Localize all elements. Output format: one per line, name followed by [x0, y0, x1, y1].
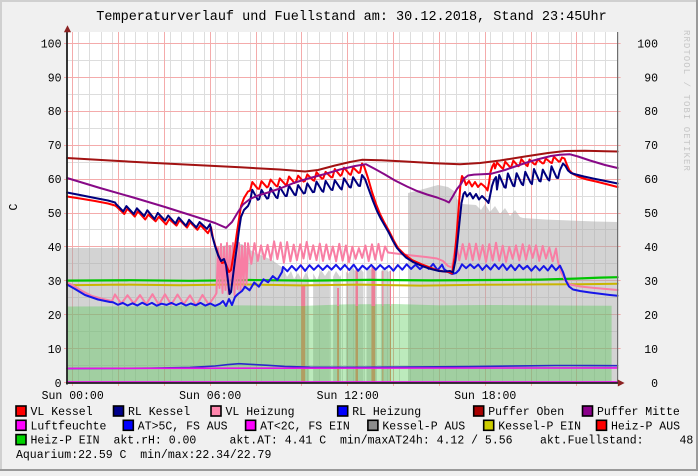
svg-text:VL Heizung: VL Heizung	[226, 406, 295, 419]
svg-text:30: 30	[48, 276, 62, 289]
svg-text:Luftfeuchte: Luftfeuchte	[31, 420, 107, 433]
svg-text:100: 100	[41, 38, 62, 51]
svg-text:90: 90	[644, 72, 658, 85]
svg-text:AT<2C, FS EIN: AT<2C, FS EIN	[260, 420, 350, 433]
svg-text:10: 10	[644, 344, 658, 357]
svg-text:Heiz-P EIN: Heiz-P EIN	[31, 435, 100, 448]
svg-text:80: 80	[644, 106, 658, 119]
svg-text:50: 50	[644, 208, 658, 221]
svg-text:70: 70	[644, 140, 658, 153]
svg-text:Kessel-P EIN: Kessel-P EIN	[498, 420, 581, 433]
svg-text:RL Heizung: RL Heizung	[352, 406, 421, 419]
svg-text:50: 50	[48, 208, 62, 221]
svg-text:Heiz-P AUS: Heiz-P AUS	[611, 420, 680, 433]
svg-text:Temperaturverlauf und Fuellsta: Temperaturverlauf und Fuellstand am: 30.…	[96, 10, 606, 25]
svg-text:Sun 06:00: Sun 06:00	[179, 390, 241, 403]
svg-text:Puffer Oben: Puffer Oben	[488, 406, 564, 419]
svg-text:40: 40	[48, 242, 62, 255]
svg-text:80: 80	[48, 106, 62, 119]
svg-text:100: 100	[637, 38, 658, 51]
svg-text:0: 0	[651, 378, 658, 391]
svg-text:RL Kessel: RL Kessel	[128, 406, 190, 419]
svg-text:akt.Fuellstand:: akt.Fuellstand:	[540, 435, 644, 448]
svg-text:70: 70	[48, 140, 62, 153]
svg-text:AT>5C, FS AUS: AT>5C, FS AUS	[138, 420, 228, 433]
svg-text:60: 60	[48, 174, 62, 187]
svg-text:C: C	[8, 203, 21, 210]
svg-text:0: 0	[55, 378, 62, 391]
svg-text:40: 40	[644, 242, 658, 255]
svg-text:Sun 18:00: Sun 18:00	[454, 390, 516, 403]
svg-text:Puffer Mitte: Puffer Mitte	[597, 406, 680, 419]
svg-text:Sun 12:00: Sun 12:00	[317, 390, 379, 403]
svg-text:RRDTOOL / TOBI OETIKER: RRDTOOL / TOBI OETIKER	[681, 30, 691, 172]
svg-text:akt.AT: 4.41 C: akt.AT: 4.41 C	[230, 435, 327, 448]
svg-text:48: 48	[680, 435, 694, 448]
svg-text:30: 30	[644, 276, 658, 289]
svg-text:10: 10	[48, 344, 62, 357]
svg-text:Aquarium:22.59 C min/max:22.3: Aquarium:22.59 C min/max:22.34/22.79	[16, 449, 271, 462]
svg-text:Sun 00:00: Sun 00:00	[42, 390, 104, 403]
svg-text:Kessel-P AUS: Kessel-P AUS	[382, 420, 465, 433]
svg-text:20: 20	[48, 310, 62, 323]
svg-text:akt.rH: 0.00: akt.rH: 0.00	[114, 435, 197, 448]
svg-text:VL Kessel: VL Kessel	[31, 406, 93, 419]
svg-text:90: 90	[48, 72, 62, 85]
svg-text:60: 60	[644, 174, 658, 187]
svg-text:min/maxAT24h: 4.12 / 5.56: min/maxAT24h: 4.12 / 5.56	[340, 435, 513, 448]
svg-text:20: 20	[644, 310, 658, 323]
